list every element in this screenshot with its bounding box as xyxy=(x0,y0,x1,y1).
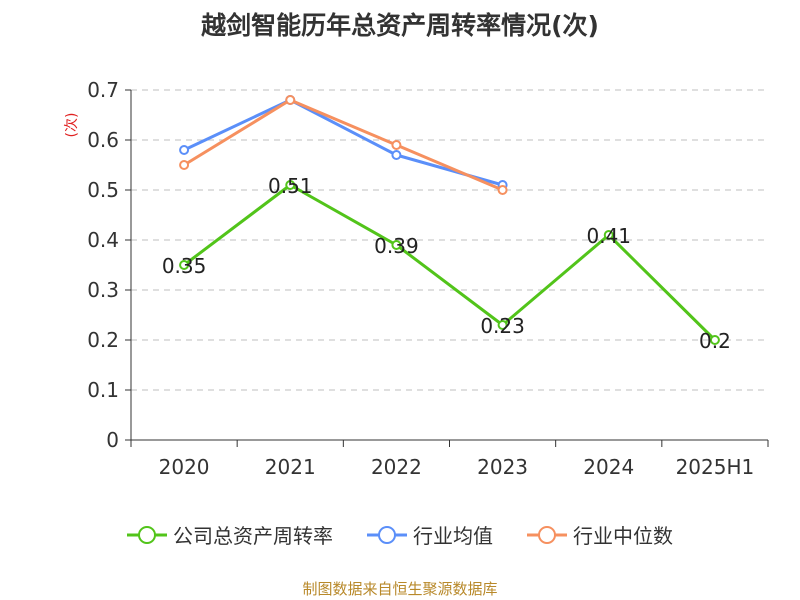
data-label: 0.41 xyxy=(586,224,631,248)
x-tick-label: 2020 xyxy=(159,455,210,479)
chart-title: 越剑智能历年总资产周转率情况(次) xyxy=(201,11,599,40)
grid-lines xyxy=(131,89,768,391)
legend-label: 公司总资产周转率 xyxy=(173,524,333,548)
series-line xyxy=(183,98,503,187)
source-note: 制图数据来自恒生聚源数据库 xyxy=(302,580,498,598)
y-tick-label: 0.3 xyxy=(87,278,119,302)
data-point xyxy=(497,185,508,195)
legend-item: 公司总资产周转率 xyxy=(127,520,333,549)
x-tick-label: 2023 xyxy=(477,455,528,479)
data-point xyxy=(391,150,402,160)
data-point xyxy=(709,335,720,345)
data-label: 0.35 xyxy=(162,254,207,278)
legend-label: 行业均值 xyxy=(413,524,493,548)
data-labels: 0.35 0.51 0.39 0.23 0.41 0.2 xyxy=(162,174,731,353)
data-point xyxy=(391,140,402,150)
legend-line-icon xyxy=(127,525,167,544)
data-point xyxy=(179,260,190,270)
legend-line-icon xyxy=(367,525,407,544)
data-point xyxy=(285,95,296,105)
legend-line-icon xyxy=(527,525,567,544)
data-point xyxy=(391,240,402,250)
data-label: 0.23 xyxy=(480,314,525,338)
y-tick-label: 0.2 xyxy=(87,328,119,352)
data-point xyxy=(179,160,190,170)
x-tick-label: 2021 xyxy=(265,455,316,479)
y-tick-label: 0.7 xyxy=(87,78,119,102)
y-tick-label: 0.5 xyxy=(87,178,119,202)
series-lines xyxy=(179,95,720,345)
y-tick-label: 0.4 xyxy=(87,228,119,252)
series-line xyxy=(183,183,716,342)
data-point xyxy=(497,320,508,330)
data-point xyxy=(179,145,190,155)
legend-item: 行业中位数 xyxy=(527,520,673,549)
legend-item: 行业均值 xyxy=(367,520,493,549)
data-label: 0.2 xyxy=(699,329,731,353)
data-label: 0.51 xyxy=(268,174,313,198)
x-tick-label: 2025H1 xyxy=(676,455,755,479)
axes: 0 0.1 0.2 0.3 0.4 0.5 0.6 0.7 2020 2021 2022 2023 20… xyxy=(87,78,769,479)
legend: 公司总资产周转率 行业均值 行业中位数 xyxy=(0,520,800,549)
y-tick-label: 0 xyxy=(106,428,119,452)
y-tick-label: 0.6 xyxy=(87,128,119,152)
legend-label: 行业中位数 xyxy=(573,524,673,548)
y-tick-label: 0.1 xyxy=(87,378,119,402)
data-point xyxy=(603,230,614,240)
x-tick-label: 2024 xyxy=(583,455,634,479)
data-point xyxy=(285,180,296,190)
x-tick-label: 2022 xyxy=(371,455,422,479)
y-axis-label: (次) xyxy=(64,113,80,138)
data-label: 0.39 xyxy=(374,234,419,258)
series-line xyxy=(183,98,504,192)
